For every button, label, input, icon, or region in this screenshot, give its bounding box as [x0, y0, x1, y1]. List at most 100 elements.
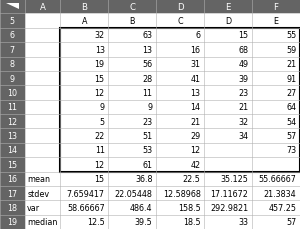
- Bar: [108, 71, 156, 86]
- Text: 14: 14: [190, 103, 200, 112]
- Text: 61: 61: [142, 160, 153, 169]
- Text: 17: 17: [8, 189, 17, 198]
- Polygon shape: [6, 4, 19, 10]
- Text: 27: 27: [286, 89, 296, 98]
- Bar: [108, 200, 156, 215]
- Bar: [156, 172, 204, 186]
- Text: 57: 57: [286, 217, 296, 226]
- Bar: [108, 57, 156, 71]
- Text: 23: 23: [142, 117, 153, 126]
- Bar: [252, 200, 300, 215]
- Bar: [0, 71, 25, 86]
- Bar: [25, 86, 60, 100]
- Bar: [25, 57, 60, 71]
- Bar: [156, 29, 204, 43]
- Text: 8: 8: [10, 60, 15, 69]
- Bar: [108, 100, 156, 114]
- Text: 13: 13: [8, 131, 17, 140]
- Bar: [108, 86, 156, 100]
- Text: 12: 12: [94, 160, 105, 169]
- Bar: [0, 57, 25, 71]
- Bar: [252, 186, 300, 200]
- Bar: [0, 14, 25, 29]
- Text: 12: 12: [94, 89, 105, 98]
- Bar: [25, 172, 60, 186]
- Text: 54: 54: [286, 117, 296, 126]
- Text: var: var: [27, 203, 40, 212]
- Text: mean: mean: [27, 174, 50, 183]
- Text: 33: 33: [238, 217, 248, 226]
- Bar: [25, 114, 60, 129]
- Bar: [204, 14, 252, 29]
- Bar: [60, 0, 108, 14]
- Text: 32: 32: [238, 117, 248, 126]
- Bar: [204, 186, 252, 200]
- Text: 16: 16: [190, 46, 200, 55]
- Text: 64: 64: [286, 103, 296, 112]
- Bar: [0, 186, 25, 200]
- Text: B: B: [81, 3, 87, 12]
- Bar: [60, 29, 108, 43]
- Bar: [0, 43, 25, 57]
- Bar: [204, 158, 252, 172]
- Text: 10: 10: [8, 89, 17, 98]
- Text: 11: 11: [142, 89, 153, 98]
- Text: 7.659417: 7.659417: [67, 189, 105, 198]
- Text: 39.5: 39.5: [135, 217, 153, 226]
- Text: 13: 13: [190, 89, 200, 98]
- Text: 73: 73: [286, 146, 296, 155]
- Bar: [60, 129, 108, 143]
- Text: 12.5: 12.5: [87, 217, 105, 226]
- Bar: [156, 200, 204, 215]
- Bar: [0, 29, 25, 43]
- Bar: [60, 172, 108, 186]
- Text: 68: 68: [238, 46, 248, 55]
- Bar: [204, 71, 252, 86]
- Bar: [156, 100, 204, 114]
- Text: stdev: stdev: [27, 189, 50, 198]
- Bar: [108, 143, 156, 158]
- Bar: [204, 114, 252, 129]
- Bar: [60, 57, 108, 71]
- Bar: [156, 114, 204, 129]
- Bar: [25, 14, 60, 29]
- Bar: [252, 14, 300, 29]
- Bar: [252, 129, 300, 143]
- Text: 55: 55: [286, 31, 296, 40]
- Text: 36.8: 36.8: [135, 174, 153, 183]
- Bar: [156, 43, 204, 57]
- Text: 11: 11: [8, 103, 17, 112]
- Text: 15: 15: [8, 160, 17, 169]
- Text: 42: 42: [190, 160, 200, 169]
- Text: 19: 19: [8, 217, 17, 226]
- Text: 22.5: 22.5: [183, 174, 200, 183]
- Bar: [204, 0, 252, 14]
- Bar: [25, 200, 60, 215]
- Text: 16: 16: [8, 174, 17, 183]
- Text: 22: 22: [94, 131, 105, 140]
- Text: A: A: [82, 17, 87, 26]
- Bar: [108, 186, 156, 200]
- Text: D: D: [177, 3, 184, 12]
- Text: 31: 31: [190, 60, 200, 69]
- Text: 41: 41: [190, 74, 200, 83]
- Bar: [204, 200, 252, 215]
- Text: 51: 51: [142, 131, 153, 140]
- Text: 34: 34: [238, 131, 248, 140]
- Bar: [0, 158, 25, 172]
- Text: 6: 6: [10, 31, 15, 40]
- Text: 12.58968: 12.58968: [163, 189, 200, 198]
- Bar: [25, 215, 60, 229]
- Bar: [252, 29, 300, 43]
- Text: 53: 53: [142, 146, 153, 155]
- Bar: [0, 129, 25, 143]
- Bar: [252, 0, 300, 14]
- Bar: [60, 200, 108, 215]
- Bar: [25, 129, 60, 143]
- Text: 56: 56: [142, 60, 153, 69]
- Bar: [25, 158, 60, 172]
- Text: 63: 63: [142, 31, 153, 40]
- Text: 13: 13: [142, 46, 153, 55]
- Bar: [60, 29, 300, 172]
- Text: 29: 29: [190, 131, 200, 140]
